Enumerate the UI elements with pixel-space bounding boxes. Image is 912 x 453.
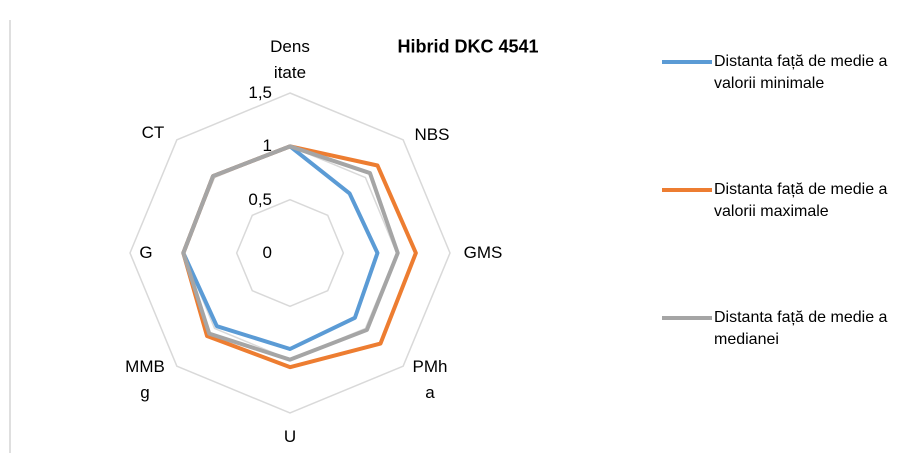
r-tick-label: 1 bbox=[262, 136, 272, 156]
chart-title: Hibrid DKC 4541 bbox=[397, 36, 539, 57]
axis-label: MMBg bbox=[125, 357, 165, 402]
legend-label: Distanta față de medie a valorii minimal… bbox=[714, 53, 888, 92]
grid-ring bbox=[235, 198, 345, 308]
axis-label: NBS bbox=[414, 125, 450, 144]
axis-label: CT bbox=[141, 123, 165, 142]
axis-label: GMS bbox=[463, 243, 503, 262]
r-tick-label: 0 bbox=[262, 243, 272, 262]
r-tick-label: 0,5 bbox=[248, 189, 272, 209]
axis-label: Densitate bbox=[270, 37, 310, 82]
axis-label: U bbox=[283, 427, 297, 446]
axis-label: G bbox=[139, 243, 153, 262]
legend-label: Distanta față de medie a medianei bbox=[714, 309, 888, 348]
grid-ring bbox=[129, 92, 451, 414]
legend-label: Distanta față de medie a valorii maximal… bbox=[714, 181, 888, 220]
grid-ring bbox=[182, 145, 398, 361]
r-tick-label: 1,5 bbox=[248, 83, 272, 102]
axis-label: PMha bbox=[412, 357, 448, 402]
series-line bbox=[181, 144, 418, 370]
series-line bbox=[181, 144, 400, 362]
